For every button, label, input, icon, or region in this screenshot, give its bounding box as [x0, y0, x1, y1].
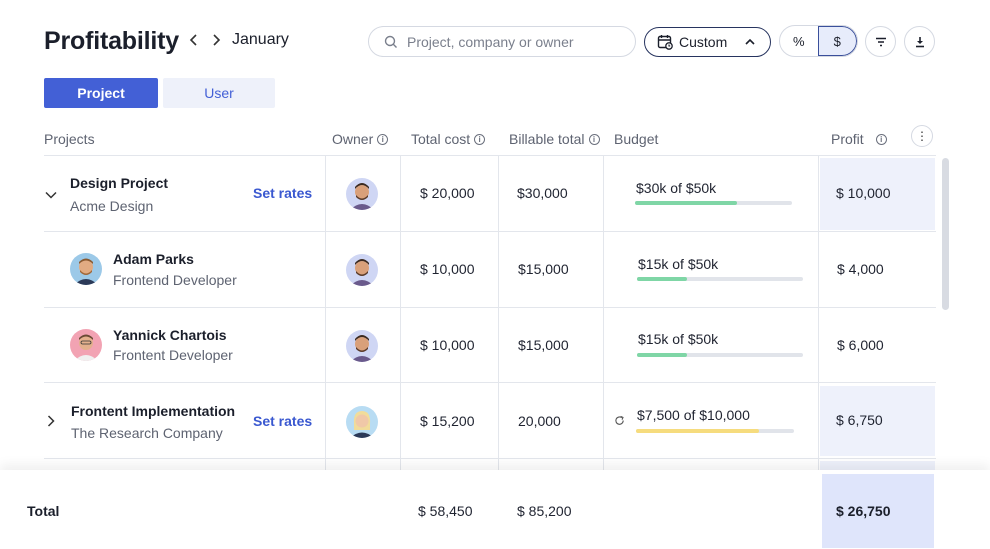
avatar: [70, 329, 102, 361]
avatar: [346, 254, 378, 286]
billable-total: $30,000: [517, 185, 568, 201]
divider: [400, 156, 401, 470]
total-label: Total: [27, 503, 60, 519]
tab-user[interactable]: User: [163, 78, 275, 108]
user-name[interactable]: Yannick Chartois: [113, 327, 227, 343]
scrollbar[interactable]: [942, 158, 949, 310]
download-button[interactable]: [904, 26, 935, 57]
column-header-billable-total[interactable]: Billable total i: [509, 131, 600, 147]
chevron-right-icon[interactable]: [209, 33, 223, 49]
search-box[interactable]: [368, 26, 636, 57]
avatar: [346, 330, 378, 362]
filter-button[interactable]: [865, 26, 896, 57]
chevron-up-icon: [745, 38, 755, 45]
budget-progress-fill: [637, 277, 687, 281]
profit-sum: $ 26,750: [836, 503, 891, 519]
user-name[interactable]: Adam Parks: [113, 251, 194, 267]
billable-total-sum: $ 85,200: [517, 503, 572, 519]
currency-toggle[interactable]: $: [817, 26, 857, 56]
budget-label: $7,500 of $10,000: [637, 407, 750, 423]
company-name: The Research Company: [71, 425, 223, 441]
budget-progress-fill: [635, 201, 738, 205]
profit-value: $ 4,000: [837, 261, 884, 277]
budget-progress-fill: [637, 353, 687, 357]
billable-total: 20,000: [518, 413, 561, 429]
budget-label: $15k of $50k: [638, 331, 719, 347]
divider: [498, 156, 499, 470]
info-icon[interactable]: i: [875, 133, 887, 145]
profit-highlight: [820, 158, 935, 230]
chevron-down-icon[interactable]: [44, 188, 58, 202]
budget-label: $15k of $50k: [638, 256, 719, 272]
project-name[interactable]: Frontent Implementation: [71, 403, 236, 419]
budget-progress-fill: [636, 429, 760, 433]
divider: [44, 458, 936, 459]
budget-progress-bar: [636, 429, 794, 433]
user-role: Frontent Developer: [113, 347, 233, 363]
divider: [44, 382, 936, 383]
more-options-icon[interactable]: ⋮: [911, 125, 933, 147]
total-cost: $ 10,000: [420, 261, 475, 277]
profit-value: $ 6,750: [836, 412, 883, 428]
company-name: Acme Design: [70, 198, 154, 214]
set-rates-link[interactable]: Set rates: [253, 185, 313, 201]
budget-progress-bar: [637, 277, 803, 281]
filter-icon: [875, 37, 886, 46]
divider: [325, 156, 326, 470]
total-cost: $ 20,000: [420, 185, 475, 201]
avatar: [346, 178, 378, 210]
column-header-projects[interactable]: Projects: [44, 131, 95, 147]
tab-project[interactable]: Project: [44, 78, 158, 108]
budget-progress-bar: [635, 201, 792, 205]
profit-highlight: [820, 461, 935, 471]
billable-total: $15,000: [518, 337, 569, 353]
info-icon[interactable]: i: [588, 133, 600, 145]
divider: [44, 307, 936, 308]
calendar-icon: [657, 35, 673, 50]
avatar: [346, 406, 378, 438]
unit-toggle[interactable]: % $: [779, 25, 858, 57]
profit-value: $ 10,000: [836, 185, 891, 201]
info-icon[interactable]: i: [474, 133, 486, 145]
divider: [44, 155, 936, 156]
total-cost-sum: $ 58,450: [418, 503, 473, 519]
column-header-profit[interactable]: Profit i: [831, 131, 887, 147]
set-rates-link[interactable]: Set rates: [253, 413, 313, 429]
column-header-total-cost[interactable]: Total cost i: [411, 131, 486, 147]
download-icon: [915, 36, 924, 47]
budget-progress-bar: [637, 353, 803, 357]
chevron-left-icon[interactable]: [187, 33, 201, 49]
project-name[interactable]: Design Project: [70, 175, 169, 191]
period-dropdown[interactable]: Custom: [644, 27, 771, 57]
percent-toggle[interactable]: %: [792, 33, 805, 49]
current-month: January: [232, 31, 289, 48]
divider: [818, 156, 819, 470]
profit-highlight: [820, 386, 935, 456]
search-icon: [384, 35, 397, 48]
total-cost: $ 10,000: [420, 337, 475, 353]
period-label: Custom: [679, 34, 728, 50]
column-header-owner[interactable]: Owner i: [332, 131, 389, 147]
billable-total: $15,000: [518, 261, 569, 277]
divider: [603, 156, 604, 470]
avatar: [70, 253, 102, 285]
search-input[interactable]: [407, 32, 627, 52]
total-cost: $ 15,200: [420, 413, 475, 429]
divider: [44, 231, 936, 232]
profit-value: $ 6,000: [837, 337, 884, 353]
profit-total-highlight: [822, 474, 934, 548]
info-icon[interactable]: i: [377, 133, 389, 145]
refresh-icon: [615, 415, 624, 425]
chevron-right-icon[interactable]: [44, 414, 58, 428]
user-role: Frontend Developer: [113, 272, 237, 288]
column-header-budget[interactable]: Budget: [614, 131, 659, 147]
page-title: Profitability: [44, 27, 179, 55]
budget-label: $30k of $50k: [636, 180, 717, 196]
